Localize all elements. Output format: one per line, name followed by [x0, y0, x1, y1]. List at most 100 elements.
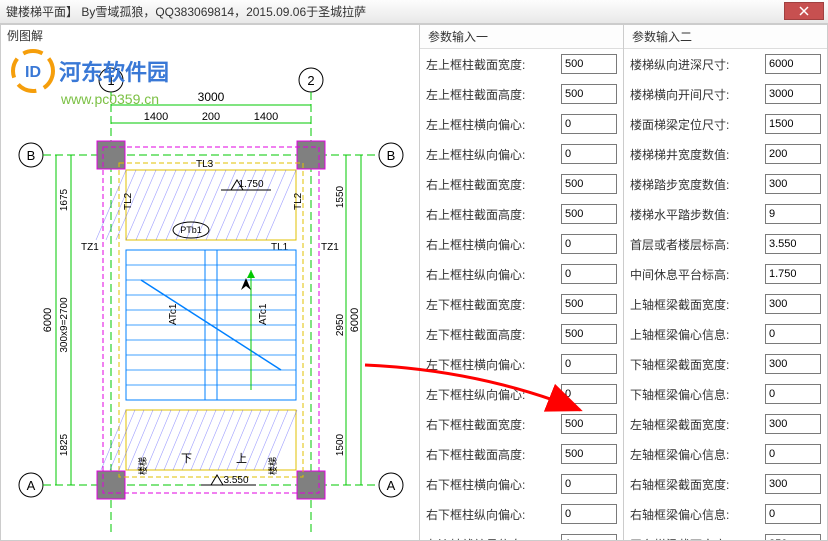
param-row: 上轴框梁截面宽度:: [624, 289, 827, 319]
param-input[interactable]: [765, 114, 821, 134]
svg-text:300x9=2700: 300x9=2700: [59, 297, 70, 353]
svg-text:上: 上: [236, 452, 247, 465]
param-input[interactable]: [561, 444, 617, 464]
svg-text:1400: 1400: [254, 111, 278, 123]
param-input[interactable]: [765, 54, 821, 74]
param-label: 下轴框梁截面宽度:: [630, 356, 765, 373]
param-row: 楼梯横向开间尺寸:: [624, 79, 827, 109]
param-row: 左边轴线编号信息:: [420, 529, 623, 540]
svg-text:楼梯: 楼梯: [267, 457, 278, 475]
param-row: 右下框柱纵向偏心:: [420, 499, 623, 529]
svg-text:ATc1: ATc1: [258, 303, 269, 325]
diagram-panel-title: 例图解: [1, 25, 419, 46]
param-row: 左轴框梁截面宽度:: [624, 409, 827, 439]
svg-text:ATc1: ATc1: [168, 303, 179, 325]
param-input[interactable]: [561, 54, 617, 74]
svg-text:TZ1: TZ1: [321, 242, 339, 253]
svg-text:1825: 1825: [59, 433, 70, 456]
param-input[interactable]: [765, 234, 821, 254]
param-input[interactable]: [561, 144, 617, 164]
param-row: 左下框柱截面高度:: [420, 319, 623, 349]
param1-list: 左上框柱截面宽度:左上框柱截面高度:左上框柱横向偏心:左上框柱纵向偏心:右上框柱…: [420, 49, 623, 540]
param-label: 楼梯横向开间尺寸:: [630, 86, 765, 103]
param-input[interactable]: [765, 384, 821, 404]
param-row: 楼梯梯井宽度数值:: [624, 139, 827, 169]
param-row: 楼梯踏步宽度数值:: [624, 169, 827, 199]
svg-text:A: A: [27, 478, 36, 493]
param-label: 楼梯纵向进深尺寸:: [630, 56, 765, 73]
svg-text:2950: 2950: [335, 313, 346, 336]
title-bar: 键楼梯平面】 By雪域孤狼，QQ383069814，2015.09.06于圣城拉…: [0, 0, 828, 24]
param-input[interactable]: [561, 354, 617, 374]
svg-text:TZ1: TZ1: [81, 242, 99, 253]
param-row: 右上框柱截面宽度:: [420, 169, 623, 199]
param-input[interactable]: [765, 144, 821, 164]
param2-header: 参数输入二: [624, 25, 827, 49]
svg-text:下: 下: [181, 453, 192, 465]
param-input[interactable]: [765, 504, 821, 524]
svg-text:1.750: 1.750: [238, 179, 263, 190]
param-label: 上轴框梁截面宽度:: [630, 296, 765, 313]
param-input[interactable]: [561, 324, 617, 344]
cad-diagram: 12BBAA3000140020014001.750TL3TL2TL2PTb1T…: [1, 45, 419, 540]
param-input[interactable]: [765, 264, 821, 284]
param-input[interactable]: [765, 534, 821, 540]
param-panel-2: 参数输入二 楼梯纵向进深尺寸:楼梯横向开间尺寸:楼面梯梁定位尺寸:楼梯梯井宽度数…: [624, 24, 828, 541]
param-input[interactable]: [765, 294, 821, 314]
param-input[interactable]: [765, 324, 821, 344]
svg-text:6000: 6000: [349, 308, 361, 332]
param-input[interactable]: [561, 384, 617, 404]
param-row: 右上框柱截面高度:: [420, 199, 623, 229]
param-input[interactable]: [765, 474, 821, 494]
param-input[interactable]: [765, 414, 821, 434]
param-row: 右下框柱截面宽度:: [420, 409, 623, 439]
param1-header: 参数输入一: [420, 25, 623, 49]
svg-text:楼梯: 楼梯: [137, 457, 148, 475]
param-input[interactable]: [561, 504, 617, 524]
param-row: 左下框柱横向偏心:: [420, 349, 623, 379]
param-input[interactable]: [765, 444, 821, 464]
param-input[interactable]: [561, 414, 617, 434]
param-row: 右上框柱横向偏心:: [420, 229, 623, 259]
param-label: 下轴框梁偏心信息:: [630, 386, 765, 403]
svg-text:1400: 1400: [144, 111, 168, 123]
param-panel-1: 参数输入一 左上框柱截面宽度: 左上框柱截面高度: 左上框柱横向偏心: 左上框柱纵向偏…: [420, 24, 624, 541]
param-label: 右上框柱截面高度:: [426, 206, 561, 223]
param-input[interactable]: [765, 174, 821, 194]
param-input[interactable]: [561, 294, 617, 314]
param-label: 楼梯水平踏步数值:: [630, 206, 765, 223]
param-row: 左轴框梁偏心信息:: [624, 439, 827, 469]
param-input[interactable]: [561, 234, 617, 254]
param-label: 楼梯梯井宽度数值:: [630, 146, 765, 163]
param-label: 右下框柱纵向偏心:: [426, 506, 561, 523]
param-row: 左上框柱纵向偏心:: [420, 139, 623, 169]
param-label: 左下框柱纵向偏心:: [426, 386, 561, 403]
param-row: 右下框柱横向偏心:: [420, 469, 623, 499]
param-label: 右轴框梁截面宽度:: [630, 476, 765, 493]
param-input[interactable]: [561, 174, 617, 194]
param-row: 下轴框梁截面宽度:: [624, 349, 827, 379]
close-button[interactable]: [784, 2, 824, 20]
param-row: 楼梯纵向进深尺寸:: [624, 49, 827, 79]
param-row: 右下框柱截面高度:: [420, 439, 623, 469]
param-label: 左上框柱横向偏心:: [426, 116, 561, 133]
param-input[interactable]: [765, 84, 821, 104]
param2-list: 楼梯纵向进深尺寸:楼梯横向开间尺寸:楼面梯梁定位尺寸:楼梯梯井宽度数值:楼梯踏步…: [624, 49, 827, 540]
param-input[interactable]: [765, 204, 821, 224]
param-label: 左轴框梁偏心信息:: [630, 446, 765, 463]
param-label: 左上框柱截面宽度:: [426, 56, 561, 73]
param-input[interactable]: [561, 114, 617, 134]
param-row: 左上框柱截面高度:: [420, 79, 623, 109]
param-input[interactable]: [561, 534, 617, 540]
svg-text:TL2: TL2: [123, 192, 134, 210]
param-input[interactable]: [765, 354, 821, 374]
svg-text:B: B: [27, 148, 36, 163]
param-input[interactable]: [561, 264, 617, 284]
svg-text:TL1: TL1: [271, 242, 289, 253]
param-row: 首层或者楼层标高:: [624, 229, 827, 259]
param-label: 右下框柱截面宽度:: [426, 416, 561, 433]
param-row: 左上框柱截面宽度:: [420, 49, 623, 79]
param-input[interactable]: [561, 474, 617, 494]
param-input[interactable]: [561, 84, 617, 104]
param-input[interactable]: [561, 204, 617, 224]
